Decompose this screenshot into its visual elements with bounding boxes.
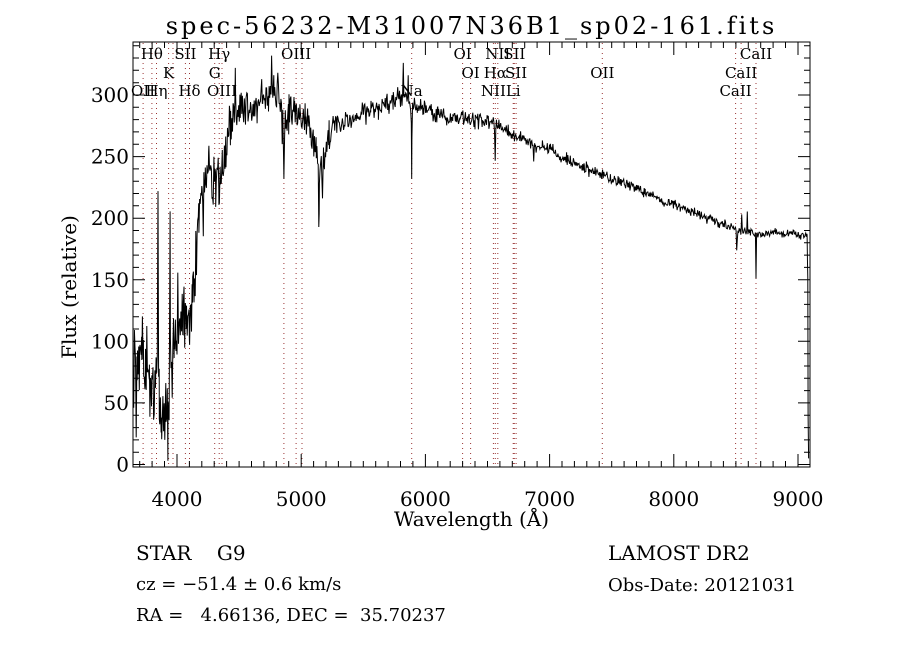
x-axis-tick-label: 8000 [648, 487, 699, 511]
spectral-line-label: OII [590, 64, 614, 82]
spectral-line-label: SII [174, 45, 196, 63]
y-axis-tick-label: 50 [104, 391, 129, 415]
spectral-line-label: CaII [719, 82, 751, 100]
spectral-line-label: SII [505, 64, 527, 82]
y-axis-title: Flux (relative) [57, 215, 81, 359]
spectral-line-label: OI [461, 64, 479, 82]
spectral-line-label: NII [485, 45, 510, 63]
y-axis-tick-label: 200 [91, 206, 129, 230]
y-axis-tick-label: 0 [116, 453, 129, 477]
y-axis-tick-label: 300 [91, 83, 129, 107]
spectral-line-label: Hδ [178, 82, 200, 100]
y-axis-tick-label: 100 [91, 329, 129, 353]
spectral-line-label: G [209, 64, 221, 82]
radial-velocity-label: cz = −51.4 ± 0.6 km/s [136, 574, 342, 595]
spectral-line-label: Hη [145, 82, 167, 100]
spectral-line-label: CaII [725, 64, 757, 82]
x-axis-tick-label: 6000 [400, 487, 451, 511]
spectrum-path [133, 55, 810, 461]
spectral-line-label: Li [506, 82, 521, 100]
spectral-line-label: Hγ [208, 45, 230, 63]
spectral-line-label: SII [503, 45, 525, 63]
x-axis-title: Wavelength (Å) [393, 507, 550, 531]
object-class-label: STAR G9 [136, 541, 246, 565]
x-axis-tick-label: 7000 [524, 487, 575, 511]
x-axis-tick-label: 4000 [152, 487, 203, 511]
spectral-line-label: OIII [281, 45, 311, 63]
spectral-line-label: CaII [740, 45, 772, 63]
y-axis-tick-label: 150 [91, 268, 129, 292]
obs-date-label: Obs-Date: 20121031 [608, 575, 797, 596]
y-axis-tick-label: 250 [91, 145, 129, 169]
spectral-line-label: Hα [484, 64, 507, 82]
survey-release-label: LAMOST DR2 [608, 541, 750, 565]
x-axis-tick-label: 5000 [276, 487, 327, 511]
axis-ticks [133, 42, 810, 467]
x-axis-tick-label: 9000 [773, 487, 824, 511]
spectral-line-label: OIII [207, 82, 237, 100]
ra-dec-label: RA = 4.66136, DEC = 35.70237 [136, 605, 446, 626]
spectral-line-label: OI [453, 45, 471, 63]
spectral-line-label: NII [481, 82, 506, 100]
spectral-line-label: Hθ [141, 45, 163, 63]
figure-title: spec-56232-M31007N36B1_sp02-161.fits [165, 12, 778, 40]
spectral-line-label: K [163, 64, 175, 82]
plot-border [132, 41, 811, 468]
